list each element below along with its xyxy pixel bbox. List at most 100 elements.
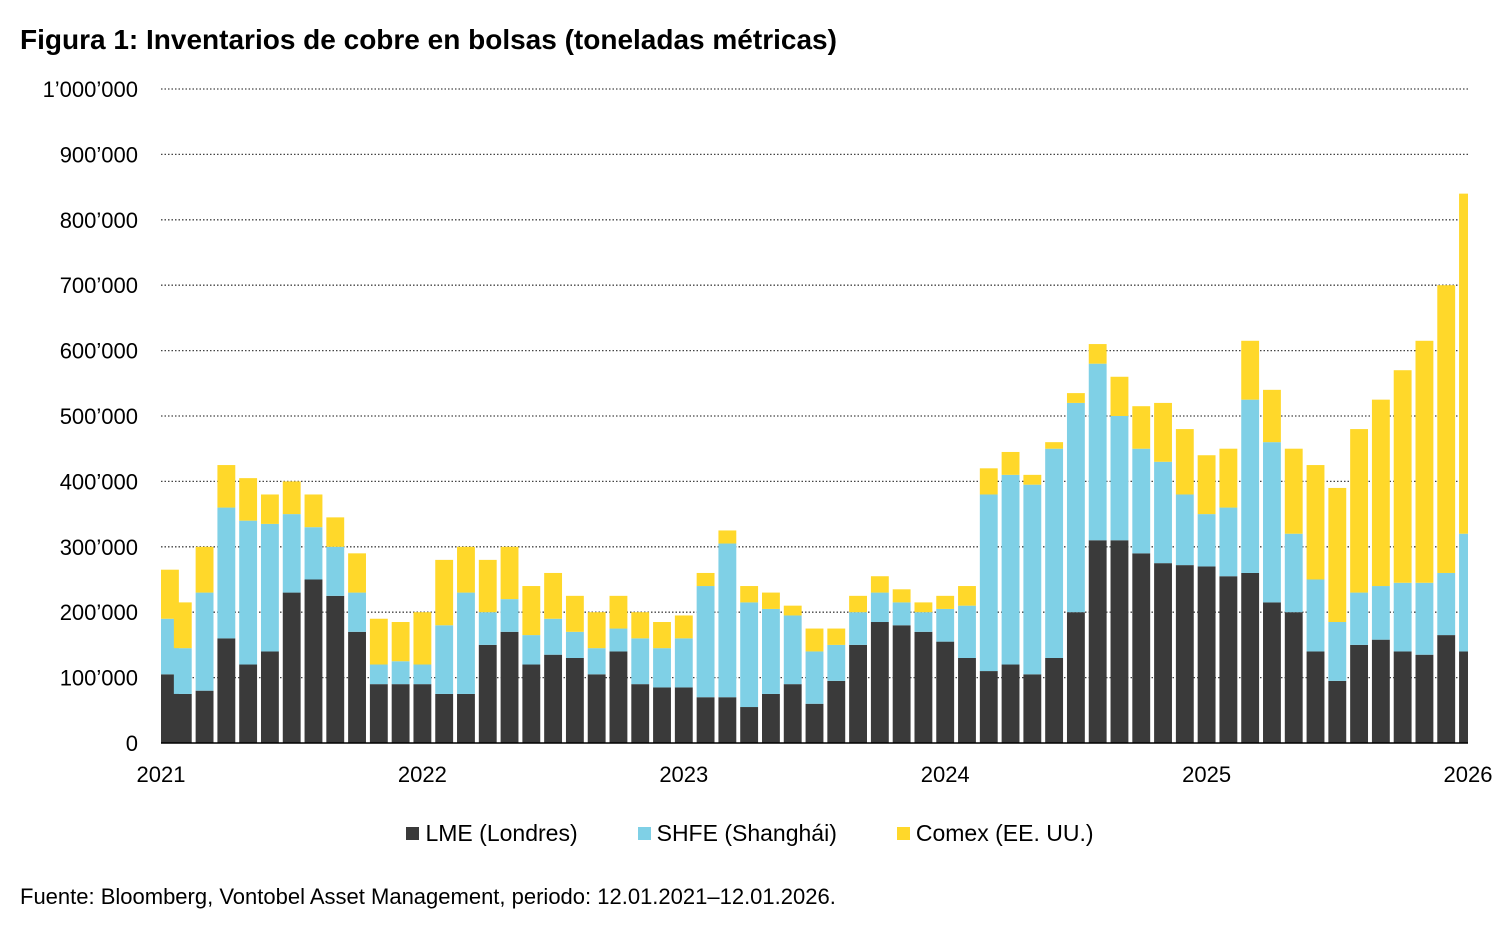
bar-shfe [1284,533,1303,613]
bar-lme [478,644,497,743]
bar-comex [348,553,366,593]
stacked-bar-chart: 0 100’000 200’000 300’000 400’000 500’000 600’… [43,77,1493,787]
bar-lme [391,684,410,743]
legend-label-lme: LME (Londres) [425,820,578,846]
bar-comex [805,628,824,652]
bar-comex [827,628,846,645]
bar-comex [1350,429,1369,593]
y-tick-label: 800’000 [60,208,138,233]
bar-shfe [609,628,628,652]
bar-shfe [260,523,279,652]
bar-lme [435,693,454,743]
bar-comex [849,595,867,613]
bar-lme [348,631,366,743]
bar-shfe [1088,363,1107,541]
bar-comex [1001,451,1020,475]
bar-lme [1437,635,1456,743]
bar-lme [565,657,584,743]
y-tick-label: 600’000 [60,339,138,364]
bar-lme [413,684,432,743]
bar-comex [783,605,802,616]
bar-lme [1001,664,1020,743]
bar-shfe [304,527,323,580]
y-tick-label: 200’000 [60,600,138,625]
bar-comex [1154,402,1172,462]
bar-comex [544,572,563,619]
bar-lme [1241,572,1260,743]
bar-lme [762,693,780,743]
x-tick-label: 2022 [398,762,447,787]
bar-shfe [827,644,846,681]
bar-lme [500,631,519,743]
bar-lme [1066,612,1085,743]
bar-lme [304,579,323,743]
bar-comex [914,602,933,613]
y-tick-label: 400’000 [60,469,138,494]
bar-shfe [1328,622,1347,681]
bar-shfe [914,612,933,632]
bar-comex [936,595,955,609]
bar-shfe [1132,448,1151,554]
bar-lme [936,641,955,743]
bar-lme [805,703,824,743]
bar-lme [740,707,759,743]
bar-comex [304,494,323,528]
bar-shfe [1219,507,1238,577]
bar-shfe [1066,402,1085,613]
bar-lme [1132,553,1151,743]
bar-shfe [326,546,345,596]
legend-label-shfe: SHFE (Shanghái) [656,820,837,846]
bar-shfe [217,507,236,639]
bar-lme [1415,654,1434,743]
bar-comex [631,612,650,639]
bar-comex [217,465,236,508]
bar-lme [1110,540,1129,743]
bar-lme [1459,651,1468,743]
bar-comex [1284,448,1303,534]
bar-comex [1088,344,1107,364]
bar-comex [609,595,628,629]
bar-shfe [500,599,519,632]
bar-comex [260,494,279,524]
bar-shfe [718,543,737,698]
bar-comex [1437,285,1456,573]
legend-item-comex: Comex (EE. UU.) [896,820,1094,847]
bar-lme [1023,674,1042,743]
x-tick-label: 2023 [659,762,708,787]
bar-lme [870,622,889,743]
bar-comex [1306,465,1325,580]
y-tick-label: 900’000 [60,142,138,167]
bar-lme [696,697,715,743]
bar-comex [1328,487,1347,623]
bar-shfe [740,602,759,708]
bar-comex [958,586,976,606]
bar-lme [1328,680,1347,743]
bar-comex [870,576,889,593]
legend-item-lme: LME (Londres) [406,820,578,847]
bar-shfe [587,648,606,675]
x-tick-label: 2026 [1444,762,1493,787]
bar-lme [653,687,671,743]
bar-shfe [870,592,889,623]
bar-shfe [1459,533,1468,652]
bar-comex [1219,448,1238,508]
bar-shfe [1371,586,1390,640]
y-tick-label: 100’000 [60,666,138,691]
bar-comex [674,615,693,639]
bar-shfe [674,638,693,688]
bar-lme [1306,651,1325,743]
bar-lme [1371,639,1390,743]
bar-shfe [282,514,301,593]
bar-shfe [1175,494,1194,566]
bar-shfe [1393,582,1412,652]
bar-comex [1175,429,1194,495]
bar-comex [239,478,258,521]
bar-shfe [783,615,802,685]
bar-comex [195,546,214,593]
bar-comex [1415,340,1434,583]
bar-shfe [435,625,454,694]
bar-shfe [1241,399,1260,573]
bar-lme [1197,566,1216,743]
bar-comex [762,592,780,609]
bar-lme [173,693,192,743]
